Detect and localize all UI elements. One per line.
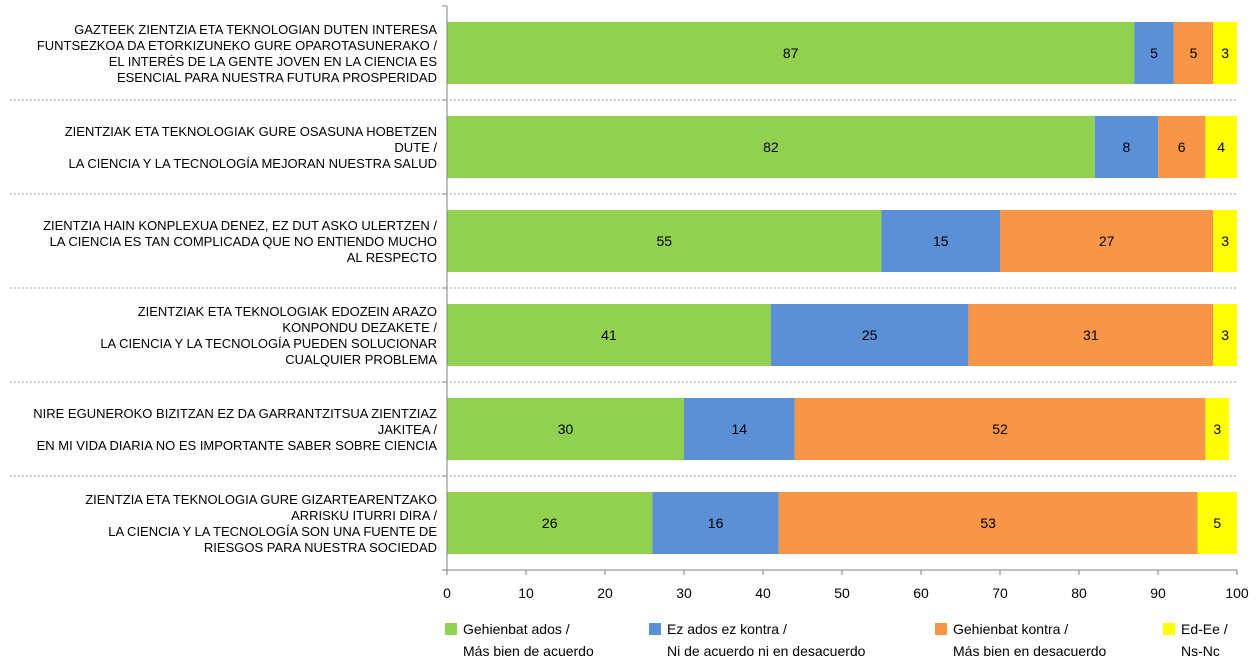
- bar-segment: [1158, 116, 1206, 178]
- category-label: NIRE EGUNEROKO BIZITZAN EZ DA GARRANTZIT…: [33, 406, 437, 453]
- bar-segment: [1205, 116, 1237, 178]
- bar-segment: [447, 492, 653, 554]
- legend-swatch: [935, 623, 947, 635]
- data-label: 5: [1213, 515, 1221, 531]
- legend-swatch: [445, 623, 457, 635]
- bar-segment: [1197, 492, 1237, 554]
- data-labels: 87 5 5 382 8 6 455 15 27 341 25 31 330 14 52 326 16 53 5: [542, 45, 1229, 531]
- legend-swatch: [649, 623, 661, 635]
- x-tick-label: 100: [1225, 585, 1249, 601]
- bar-segment: [447, 398, 684, 460]
- legend: Gehienbat ados / Más bien de acuerdo Ez ad…: [445, 621, 1228, 659]
- legend-label: Gehienbat ados / Más bien de acuerdo: [463, 621, 594, 659]
- data-label: 87: [783, 45, 799, 61]
- bar-segment: [1094, 116, 1158, 178]
- bar-segment: [1205, 398, 1230, 460]
- legend-label: Ez ados ez kontra / Ni de acuerdo ni en d…: [667, 621, 866, 659]
- data-label: 3: [1221, 45, 1229, 61]
- bar-segment: [1213, 210, 1237, 272]
- bar-segment: [652, 492, 779, 554]
- data-label: 6: [1178, 139, 1186, 155]
- bar-segment: [1134, 22, 1174, 84]
- data-label: 8: [1123, 139, 1131, 155]
- x-tick-label: 60: [913, 585, 929, 601]
- data-label: 25: [862, 327, 878, 343]
- category-label: ZIENTZIA HAIN KONPLEXUA DENEZ, EZ DUT AS…: [43, 218, 437, 265]
- legend-swatch: [1163, 623, 1175, 635]
- data-label: 30: [558, 421, 574, 437]
- x-tick-label: 70: [992, 585, 1008, 601]
- bar-segment: [447, 22, 1135, 84]
- x-tick-label: 30: [676, 585, 692, 601]
- bar-segment: [1213, 22, 1237, 84]
- bar-segment: [447, 304, 771, 366]
- data-label: 15: [933, 233, 949, 249]
- data-label: 26: [542, 515, 558, 531]
- bar-segment: [1213, 304, 1237, 366]
- category-label: ZIENTZIAK ETA TEKNOLOGIAK GURE OSASUNA H…: [65, 124, 438, 171]
- bar-segment: [684, 398, 795, 460]
- bar-segment: [1173, 22, 1214, 84]
- data-label: 55: [656, 233, 672, 249]
- bar-segment: [447, 210, 882, 272]
- data-label: 16: [708, 515, 724, 531]
- data-label: 5: [1150, 45, 1158, 61]
- x-tick-label: 80: [1071, 585, 1087, 601]
- bar-segment: [447, 116, 1095, 178]
- data-label: 52: [992, 421, 1008, 437]
- data-label: 27: [1099, 233, 1115, 249]
- data-label: 5: [1190, 45, 1198, 61]
- x-tick-label: 40: [755, 585, 771, 601]
- data-label: 53: [980, 515, 996, 531]
- bar-segment: [881, 210, 1000, 272]
- bar-segment: [778, 492, 1198, 554]
- data-label: 82: [763, 139, 779, 155]
- row-separators: [10, 99, 1237, 477]
- data-label: 3: [1221, 327, 1229, 343]
- x-tick-label: 10: [518, 585, 534, 601]
- category-label: GAZTEEK ZIENTZIA ETA TEKNOLOGIAN DUTEN I…: [37, 22, 438, 85]
- category-label: ZIENTZIA ETA TEKNOLOGIA GURE GIZARTEAREN…: [85, 492, 437, 555]
- x-tick-label: 90: [1150, 585, 1166, 601]
- data-label: 41: [601, 327, 617, 343]
- x-tick-label: 50: [834, 585, 850, 601]
- x-axis: 0 10 20 30 40 50 60 70 80 90 100: [442, 5, 1249, 601]
- data-label: 4: [1217, 139, 1225, 155]
- bar-segment: [968, 304, 1214, 366]
- data-label: 14: [732, 421, 748, 437]
- bar-segment: [794, 398, 1206, 460]
- bar-segment: [770, 304, 969, 366]
- legend-label: Ed-Ee / Ns-Nc: [1181, 621, 1228, 659]
- category-labels: GAZTEEK ZIENTZIA ETA TEKNOLOGIAN DUTEN I…: [33, 22, 437, 555]
- bar-segments: [447, 22, 1237, 554]
- x-tick-label: 20: [597, 585, 613, 601]
- data-label: 31: [1083, 327, 1099, 343]
- legend-label: Gehienbat kontra / Más bien en desacuerdo: [953, 621, 1107, 659]
- bar-segment: [1000, 210, 1214, 272]
- x-tick-label: 0: [443, 585, 451, 601]
- data-label: 3: [1213, 421, 1221, 437]
- category-label: ZIENTZIAK ETA TEKNOLOGIAK EDOZEIN ARAZO K…: [100, 304, 437, 367]
- data-label: 3: [1221, 233, 1229, 249]
